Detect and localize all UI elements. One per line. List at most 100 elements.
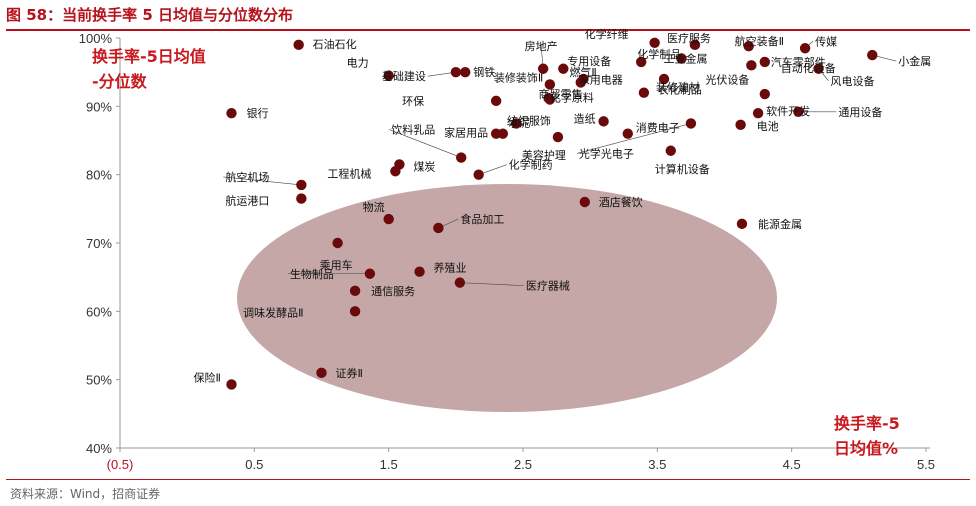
y-tick-label: 60%	[86, 304, 112, 319]
point-化学纤维	[649, 37, 660, 48]
label-生物制品: 生物制品	[290, 267, 334, 281]
point-保险Ⅱ	[226, 379, 237, 390]
label-航空机场: 航空机场	[225, 170, 269, 184]
point-生物制品	[364, 268, 376, 279]
x-axis-title-line2: 日均值%	[834, 439, 898, 458]
point-汽车零部件	[759, 56, 770, 68]
y-tick-label: 40%	[86, 441, 112, 456]
point-农化制品	[638, 87, 650, 98]
point-航空机场	[296, 179, 307, 191]
leader-饮料乳品	[389, 129, 462, 158]
x-tick-label: 3.5	[648, 457, 666, 472]
label-自动化设备: 自动化设备	[781, 61, 836, 75]
label-燃气Ⅱ: 燃气Ⅱ	[569, 65, 596, 79]
label-计算机设备: 计算机设备	[655, 162, 710, 176]
point-化学制药	[473, 169, 484, 180]
label-通信服务: 通信服务	[371, 285, 415, 298]
label-纺织服饰: 纺织服饰	[507, 114, 551, 128]
figure-title: 图 58：当前换手率 5 日均值与分位数分布	[6, 6, 293, 24]
label-房地产: 房地产	[525, 39, 558, 53]
point-航空装备Ⅱ	[743, 41, 754, 52]
label-专用设备: 专用设备	[567, 54, 611, 68]
point-食品加工	[433, 222, 444, 234]
label-汽车零部件: 汽车零部件	[771, 55, 826, 69]
x-tick-label: 4.5	[783, 457, 801, 472]
point-电池	[735, 119, 746, 130]
point-自动化设备	[759, 88, 770, 100]
point-电力	[383, 70, 394, 81]
point-石油石化	[293, 39, 304, 51]
point-化学原料	[544, 94, 556, 105]
point-乘用车	[332, 237, 343, 249]
label-能源金属: 能源金属	[758, 217, 802, 231]
point-物流	[383, 213, 394, 225]
label-基础建设: 基础建设	[382, 69, 426, 83]
label-电力: 电力	[347, 57, 369, 70]
point-水泥	[511, 118, 522, 129]
point-通用设备	[793, 106, 804, 118]
point-酒店餐饮	[579, 196, 590, 208]
x-tick-label: 2.5	[514, 457, 532, 472]
point-通信服务	[349, 285, 361, 297]
label-饮料乳品: 饮料乳品	[391, 123, 435, 137]
x-tick-label: 5.5	[917, 457, 935, 472]
point-环保	[490, 95, 502, 107]
point-计算机设备	[665, 145, 676, 156]
label-化学原料: 化学原料	[550, 91, 594, 105]
point-家用电器	[575, 77, 586, 88]
y-tick-label: 80%	[86, 168, 112, 183]
y-axis-title-line1: 换手率-5日均值	[92, 47, 206, 66]
label-煤炭: 煤炭	[413, 160, 435, 173]
label-小金属: 小金属	[898, 54, 931, 68]
point-房地产	[537, 63, 549, 74]
label-农化制品: 农化制品	[658, 83, 702, 97]
label-消费电子: 消费电子	[636, 121, 680, 135]
label-水泥: 水泥	[508, 116, 530, 129]
point-调味发酵品Ⅱ	[349, 306, 361, 317]
label-保险Ⅱ: 保险Ⅱ	[193, 370, 220, 384]
label-乘用车: 乘用车	[320, 258, 353, 272]
point-航运港口	[296, 193, 307, 204]
point-小金属	[867, 49, 878, 61]
y-tick-label: 90%	[86, 99, 112, 114]
label-化学制药: 化学制药	[509, 158, 553, 172]
y-tick-label: 70%	[86, 236, 112, 251]
label-美容护理: 美容护理	[522, 148, 566, 162]
label-光学光电子: 光学光电子	[579, 146, 634, 160]
label-钢铁: 钢铁	[473, 66, 495, 79]
x-tick-label: 1.5	[380, 457, 398, 472]
label-商贸零售: 商贸零售	[539, 87, 583, 101]
point-能源金属	[736, 218, 748, 230]
x-tick-label: (0.5)	[107, 457, 134, 472]
point-专用设备	[558, 63, 569, 74]
label-石油石化: 石油石化	[313, 37, 357, 51]
title-rule	[6, 29, 970, 31]
label-装修装饰Ⅱ: 装修装饰Ⅱ	[494, 70, 543, 84]
leader-光学光电子	[576, 123, 691, 154]
highlight-ellipse	[237, 184, 777, 412]
point-传媒	[799, 43, 811, 54]
point-光学光电子	[685, 118, 697, 129]
point-基础建设	[450, 66, 462, 78]
point-软件开发	[752, 107, 764, 119]
label-环保: 环保	[402, 94, 424, 108]
point-美容护理	[552, 131, 564, 143]
point-医疗服务	[689, 39, 701, 51]
label-风电设备: 风电设备	[831, 74, 875, 88]
y-tick-label: 100%	[79, 31, 113, 46]
point-银行	[226, 107, 237, 119]
label-传媒: 传媒	[815, 35, 837, 48]
y-axis-title-line2: -分位数	[92, 72, 148, 91]
point-钢铁	[460, 66, 471, 78]
label-银行: 银行	[246, 106, 268, 120]
point-纺织服饰	[497, 128, 509, 139]
y-tick-label: 50%	[86, 373, 112, 388]
label-家用电器: 家用电器	[579, 72, 623, 86]
label-医疗服务: 医疗服务	[667, 31, 711, 45]
point-医疗器械	[454, 277, 466, 288]
label-化学纤维: 化学纤维	[585, 27, 629, 41]
leader-医疗器械	[459, 282, 524, 286]
point-工程机械	[390, 166, 401, 177]
point-风电设备	[813, 63, 824, 74]
label-调味发酵品Ⅱ: 调味发酵品Ⅱ	[243, 305, 303, 319]
